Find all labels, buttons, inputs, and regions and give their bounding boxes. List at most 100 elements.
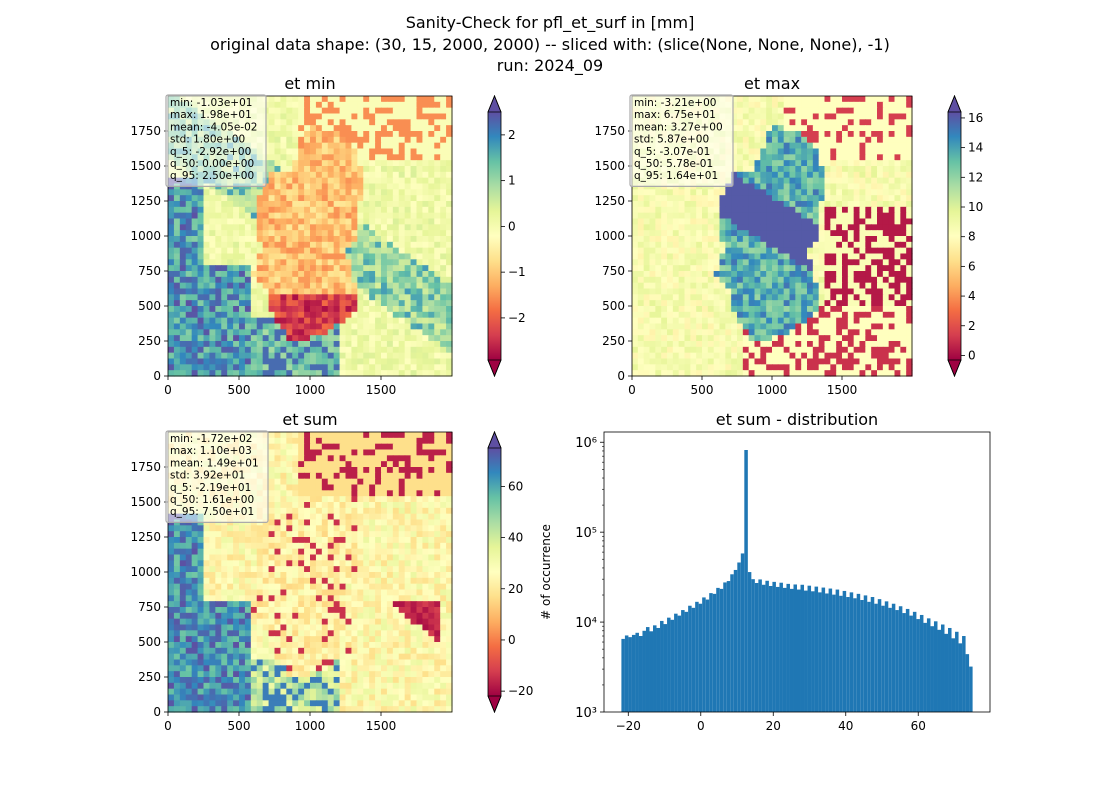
heatmap-cell — [292, 276, 299, 284]
heatmap-cell — [742, 189, 750, 196]
heatmap-cell — [637, 341, 645, 348]
heatmap-cell — [440, 195, 447, 202]
heatmap-cell — [345, 189, 353, 196]
heatmap-cell — [434, 189, 441, 196]
heatmap-cell — [351, 323, 358, 330]
heatmap-cell — [882, 341, 890, 348]
heatmap-cell — [777, 282, 785, 290]
heatmap-cell — [434, 329, 441, 336]
heatmap-cell — [906, 101, 913, 109]
heatmap-cell — [830, 195, 837, 202]
heatmap-cell — [789, 224, 796, 231]
heatmap-cell — [404, 107, 412, 115]
heatmap-cell — [381, 294, 388, 301]
heatmap-cell — [422, 437, 429, 445]
heatmap-cell — [859, 177, 866, 185]
heatmap-cell — [882, 136, 890, 144]
heatmap-cell — [315, 119, 323, 126]
stats-line: q_5: -2.92e+00 — [170, 146, 251, 158]
heatmap-cell — [824, 218, 831, 225]
heatmap-cell — [233, 253, 240, 260]
heatmap-cell — [661, 259, 668, 266]
heatmap-cell — [859, 317, 866, 325]
heatmap-cell — [713, 236, 721, 243]
heatmap-cell — [847, 300, 855, 307]
heatmap-cell — [428, 201, 435, 208]
heatmap-cell — [197, 271, 205, 278]
heatmap-cell — [795, 154, 802, 161]
heatmap-cell — [333, 224, 341, 231]
heatmap-cell — [900, 125, 907, 132]
heatmap-cell — [357, 265, 364, 272]
heatmap-cell — [731, 119, 738, 126]
heatmap-cell — [637, 329, 645, 336]
heatmap-cell — [684, 259, 691, 266]
heatmap-cell — [168, 282, 175, 290]
heatmap-cell — [434, 201, 441, 208]
heatmap-cell — [777, 177, 785, 185]
heatmap-cell — [363, 125, 370, 132]
heatmap-cell — [250, 189, 258, 196]
heatmap-cell — [702, 241, 709, 249]
heatmap-cell — [871, 352, 878, 360]
heatmap-cell — [637, 247, 645, 255]
heatmap-cell — [280, 346, 287, 354]
heatmap-cell — [847, 206, 855, 214]
heatmap-cell — [227, 259, 234, 266]
heatmap-cell — [894, 125, 901, 132]
figure-title-line-1: Sanity-Check for pfl_et_surf in [mm] — [405, 13, 695, 32]
heatmap-cell — [398, 346, 406, 354]
heatmap-cell — [760, 306, 767, 313]
heatmap-cell — [801, 346, 808, 354]
heatmap-cell — [842, 253, 849, 260]
heatmap-cell — [836, 96, 843, 103]
heatmap-cell — [812, 183, 820, 190]
heatmap-cell — [357, 96, 364, 103]
heatmap-cell — [853, 306, 861, 313]
heatmap-cell — [428, 131, 435, 138]
heatmap-cell — [386, 183, 394, 190]
heatmap-cell — [888, 212, 896, 220]
heatmap-cell — [227, 329, 234, 336]
heatmap-cell — [404, 300, 412, 307]
heatmap-cell — [888, 370, 896, 377]
heatmap-cell — [859, 346, 866, 354]
heatmap-cell — [900, 230, 907, 237]
heatmap-cell — [280, 265, 287, 272]
heatmap-cell — [256, 323, 264, 330]
heatmap-cell — [333, 101, 341, 109]
heatmap-cell — [760, 288, 767, 295]
heatmap-cell — [386, 148, 394, 155]
heatmap-cell — [737, 282, 744, 290]
heatmap-cell — [244, 341, 252, 348]
heatmap-cell — [191, 247, 199, 255]
heatmap-cell — [440, 160, 447, 167]
heatmap-cell — [824, 171, 831, 179]
heatmap-cell — [766, 317, 773, 325]
heatmap-cell — [351, 358, 358, 365]
heatmap-cell — [824, 230, 831, 237]
heatmap-cell — [250, 352, 258, 360]
stats-line: mean: 3.27e+00 — [634, 121, 723, 133]
heatmap-cell — [742, 154, 750, 161]
heatmap-cell — [386, 455, 394, 462]
heatmap-cell — [795, 346, 802, 354]
heatmap-cell — [742, 241, 750, 249]
heatmap-cell — [649, 317, 656, 325]
heatmap-cell — [725, 271, 732, 278]
heatmap-cell — [321, 461, 329, 468]
heatmap-cell — [888, 107, 896, 115]
heatmap-cell — [215, 189, 222, 196]
heatmap-cell — [327, 136, 335, 144]
heatmap-cell — [818, 247, 826, 255]
heatmap-cell — [398, 206, 406, 214]
heatmap-cell — [327, 335, 335, 342]
heatmap-cell — [678, 364, 686, 371]
heatmap-cell — [345, 276, 353, 284]
heatmap-cell — [824, 247, 831, 255]
heatmap-cell — [871, 311, 878, 319]
colorbar-extend-min — [487, 359, 502, 378]
heatmap-cell — [637, 288, 645, 295]
heatmap-cell — [398, 364, 406, 371]
heatmap-cell — [345, 282, 353, 290]
